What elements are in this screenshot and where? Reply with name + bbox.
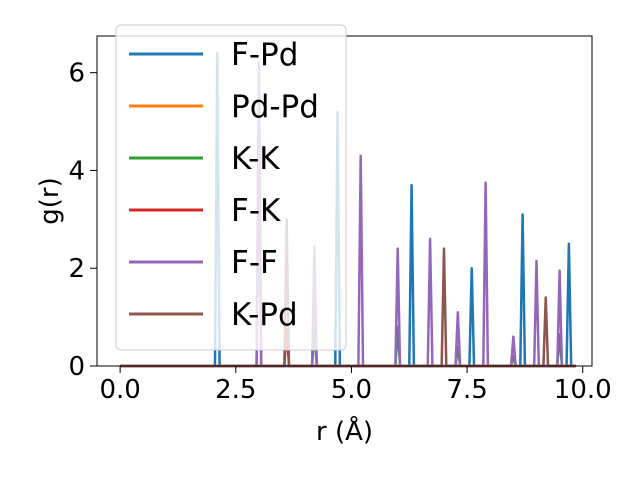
x-tick-label: 0.0 [99,375,140,405]
legend-label: F-Pd [231,37,298,73]
legend-label: F-F [231,245,278,281]
axis-ticks: 0.0 2.5 5.0 7.5 10.0 0 2 4 6 [68,59,611,405]
x-axis-label: r (Å) [316,415,373,447]
y-tick-label: 4 [68,156,85,186]
x-tick-label: 5.0 [331,375,372,405]
y-axis-label: g(r) [35,177,65,224]
legend-label: F-K [231,193,281,229]
legend: F-Pd Pd-Pd K-K F-K F-F K-Pd [115,24,347,351]
x-tick-label: 10.0 [554,375,612,405]
y-tick-label: 2 [68,254,85,284]
x-tick-label: 2.5 [215,375,256,405]
x-tick-label: 7.5 [446,375,487,405]
legend-label: K-Pd [231,297,298,333]
y-tick-label: 6 [68,59,85,89]
y-tick-label: 0 [68,352,85,382]
legend-label: K-K [231,141,280,177]
legend-label: Pd-Pd [231,89,319,125]
